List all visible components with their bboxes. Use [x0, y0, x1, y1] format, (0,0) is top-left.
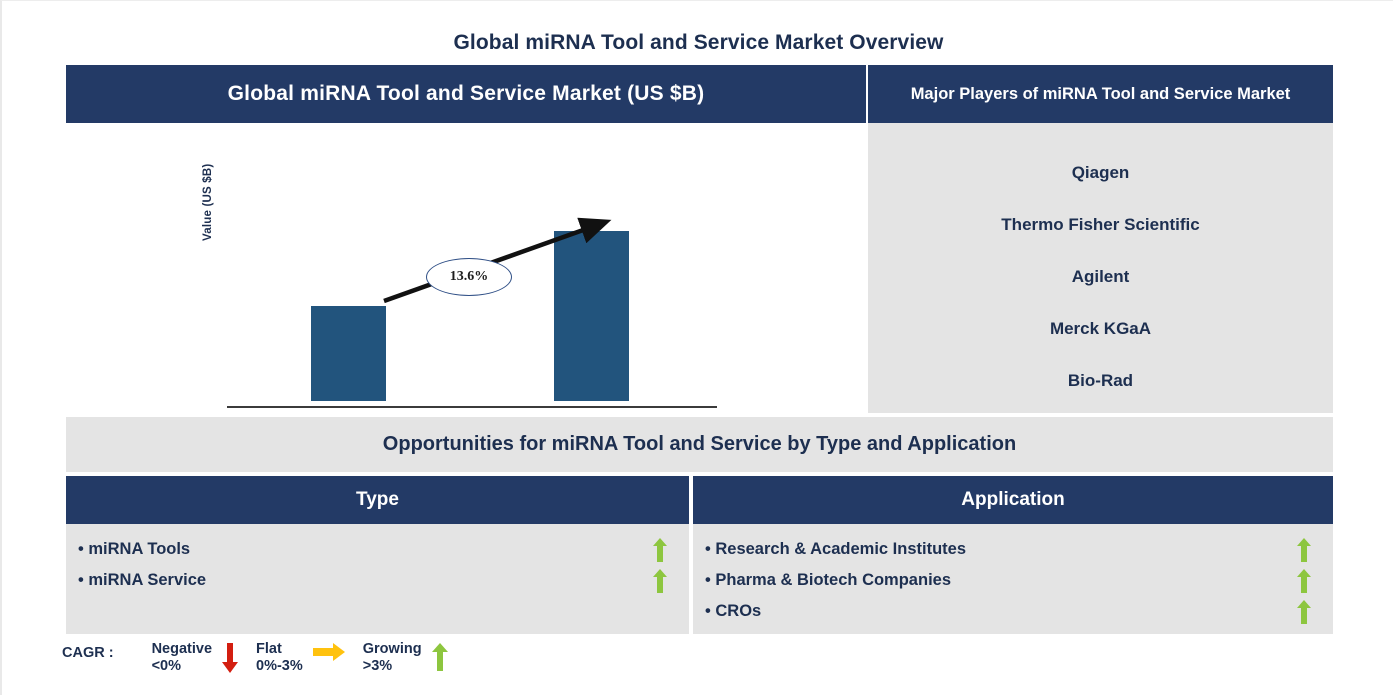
list-item: • Research & Academic Institutes	[693, 534, 1333, 565]
market-chart-panel: Global miRNA Tool and Service Market (US…	[66, 65, 866, 468]
list-item: Bio-Rad	[1067, 371, 1134, 390]
legend-item-growing: Growing >3%	[363, 641, 452, 675]
application-list: • Research & Academic Institutes • Pharm…	[693, 524, 1333, 627]
list-item: • CROs	[693, 596, 1333, 627]
legend-growing-range: >3%	[362, 658, 393, 674]
legend-flat-name: Flat	[256, 641, 282, 657]
application-column-header: Application	[693, 476, 1333, 524]
legend-item-flat: Flat 0%-3%	[256, 641, 349, 675]
legend-flat-text: Flat 0%-3%	[256, 641, 303, 675]
arrow-right-icon	[312, 641, 345, 661]
arrow-up-icon	[1297, 537, 1311, 562]
legend-title: CAGR :	[62, 645, 114, 661]
legend-growing-text: Growing >3%	[363, 641, 422, 675]
major-players-panel: Major Players of miRNA Tool and Service …	[868, 65, 1333, 413]
legend-negative-range: <0%	[151, 658, 181, 674]
application-item-label: • Research & Academic Institutes	[705, 540, 967, 558]
list-item: Thermo Fisher Scientific	[1001, 215, 1200, 234]
type-list: • miRNA Tools • miRNA Service	[66, 524, 689, 596]
bar-chart: Value (US $B) 13.6% 2025 2031 Source : L…	[66, 123, 866, 468]
opportunities-band-title: Opportunities for miRNA Tool and Service…	[66, 417, 1333, 472]
list-item: Qiagen	[1071, 163, 1130, 182]
type-column-header: Type	[66, 476, 689, 524]
legend-item-negative: Negative <0%	[152, 641, 242, 675]
list-item: • miRNA Tools	[66, 534, 689, 565]
arrow-up-icon	[653, 537, 667, 562]
arrow-down-icon	[222, 641, 239, 673]
page-title: Global miRNA Tool and Service Market Ove…	[453, 31, 944, 54]
list-item: Agilent	[1071, 267, 1130, 286]
bar-2031	[554, 231, 629, 401]
bar-2025	[311, 306, 386, 401]
players-list: Qiagen Thermo Fisher Scientific Agilent …	[868, 123, 1333, 413]
players-panel-header: Major Players of miRNA Tool and Service …	[868, 65, 1333, 123]
arrow-up-icon	[431, 641, 448, 671]
list-item: • miRNA Service	[66, 565, 689, 596]
arrow-up-icon	[653, 568, 667, 593]
list-item: • Pharma & Biotech Companies	[693, 565, 1333, 596]
x-axis-line	[227, 406, 717, 408]
market-panel-header: Global miRNA Tool and Service Market (US…	[66, 65, 866, 123]
application-column: Application • Research & Academic Instit…	[693, 476, 1333, 634]
application-item-label: • Pharma & Biotech Companies	[705, 571, 952, 589]
legend-flat-range: 0%-3%	[256, 658, 303, 674]
application-item-label: • CROs	[705, 602, 762, 620]
cagr-legend: CAGR : Negative <0% Flat 0%-3% Growing >…	[62, 641, 466, 687]
list-item: Merck KGaA	[1049, 319, 1152, 338]
legend-negative-text: Negative <0%	[152, 641, 212, 675]
legend-negative-name: Negative	[151, 641, 213, 657]
type-item-label: • miRNA Tools	[78, 540, 191, 558]
legend-growing-name: Growing	[362, 641, 422, 657]
arrow-up-icon	[1297, 599, 1311, 624]
cagr-callout: 13.6%	[426, 258, 512, 296]
type-column: Type • miRNA Tools • miRNA Service	[66, 476, 689, 634]
type-item-label: • miRNA Service	[78, 571, 207, 589]
arrow-up-icon	[1297, 568, 1311, 593]
